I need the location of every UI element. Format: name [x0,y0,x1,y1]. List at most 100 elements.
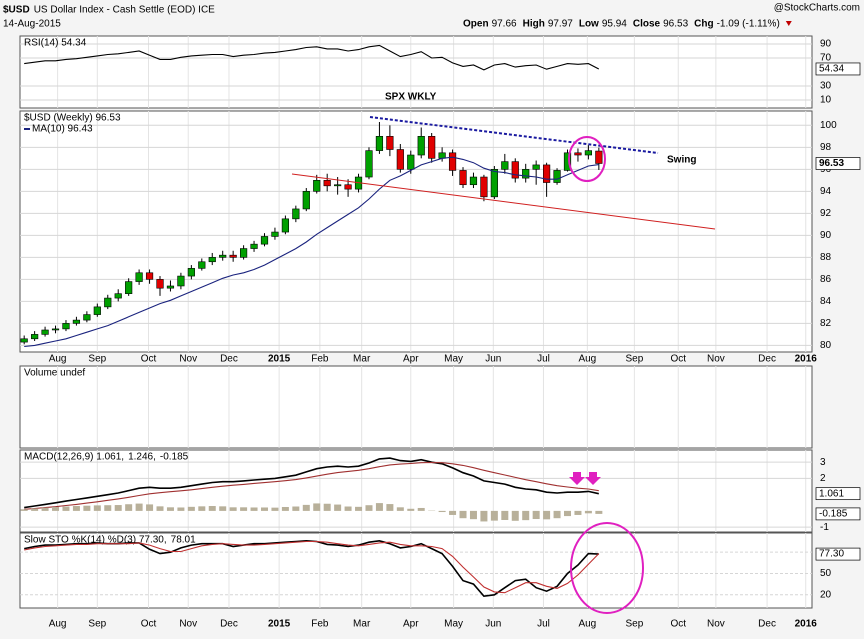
y-tick-label: 10 [820,95,832,106]
quote-label: Close [633,19,661,30]
histogram-bar [62,506,70,511]
legend-entry: -0.185 [160,452,189,463]
x-tick-label: Sep [88,354,106,365]
histogram-bar [292,506,300,511]
y-tick-label: 90 [820,39,832,50]
highlight-arrow [569,472,585,485]
histogram-bar [281,506,289,511]
histogram-bar [355,506,363,511]
legend-entry: MA(10) 96.43 [32,124,93,135]
candle-body [522,169,530,179]
histogram-bar [511,510,519,521]
end-value-label: 96.53 [819,158,844,169]
legend-entry: 78.01 [171,535,196,546]
legend-entry: MACD(12,26,9) 1.061, [24,452,124,463]
x-tick-label: Aug [49,354,67,365]
candle-body [428,136,436,159]
candle-body [114,293,122,299]
x-tick-label: Sep [88,619,106,630]
candle-body [281,218,289,233]
histogram-bar [553,510,561,519]
y-tick-label: 98 [820,142,832,153]
candle-body [135,272,143,282]
end-value-box [815,157,861,170]
histogram-bar [543,510,551,520]
histogram-bar [146,504,154,511]
y-tick-label: 2 [820,473,826,484]
candle-body [41,329,49,335]
histogram-bar [31,508,39,511]
x-tick-label: 2016 [795,354,818,365]
candle-body [563,152,572,171]
quote-label: Open [463,19,489,30]
x-tick-label: Dec [220,619,238,630]
end-value-label: 77.30 [819,549,844,560]
candle-body [532,164,540,170]
down-arrow [785,21,792,26]
candle-body [229,254,237,258]
quote-value: 97.97 [548,19,573,30]
quote-label: Chg [694,19,713,30]
channel-line [291,173,716,230]
histogram-bar [93,505,101,511]
end-value-box [815,62,861,76]
annotation: Swing [667,155,696,166]
histogram-bar [334,504,342,511]
x-tick-label: Oct [670,619,686,630]
y-tick-label: 92 [820,208,832,219]
series-line [24,457,599,509]
candle-body [62,323,70,330]
candle-body [386,136,394,150]
candle-body [219,254,227,258]
panel-frame [19,35,813,109]
highlight-circle [568,136,606,182]
x-tick-label: Dec [220,354,238,365]
histogram-bar [114,505,122,511]
candle-body [156,279,164,289]
histogram-bar [302,504,310,511]
histogram-bar [469,510,477,520]
candle-body [302,191,310,210]
panel-frame [19,110,813,353]
x-tick-label: Dec [758,619,776,630]
y-tick-label: 80 [820,340,832,351]
x-tick-label: May [444,354,463,365]
candle-body [20,338,28,343]
histogram-bar [365,505,373,511]
series-line [24,156,599,348]
histogram-bar [187,506,195,511]
legend-entry: RSI(14) 54.34 [24,38,87,49]
histogram-bar [595,510,603,514]
x-tick-label: Oct [141,354,157,365]
histogram-bar [490,510,498,521]
legend-entry: Slow STO %K(14) %D(3) 77.30, [24,535,167,546]
histogram-bar [240,507,248,511]
candle-body [396,149,404,170]
x-tick-label: Aug [578,619,596,630]
candle-body [448,152,457,171]
histogram-bar [166,507,174,511]
y-tick-label: 100 [820,120,837,131]
histogram-bar [396,507,404,511]
legend-title: $USD (Weekly) 96.53 [24,113,121,124]
histogram-bar [480,510,488,522]
candle-body [511,161,519,179]
trend-line [369,116,659,154]
histogram-bar [20,509,28,511]
y-tick-label: -1 [820,522,829,533]
histogram-bar [72,506,80,511]
candle-body [166,285,175,289]
y-tick-label: 94 [820,186,832,197]
candle-body [553,170,561,183]
histogram-bar [386,504,394,511]
x-tick-label: Oct [141,619,157,630]
candle-body [407,154,415,170]
histogram-bar [208,506,216,511]
candle-body [177,275,185,287]
x-tick-label: 2016 [795,619,818,630]
candle-body [334,184,342,187]
x-tick-label: Jul [537,354,550,365]
x-tick-label: Jun [485,354,501,365]
histogram-bar [574,510,582,515]
